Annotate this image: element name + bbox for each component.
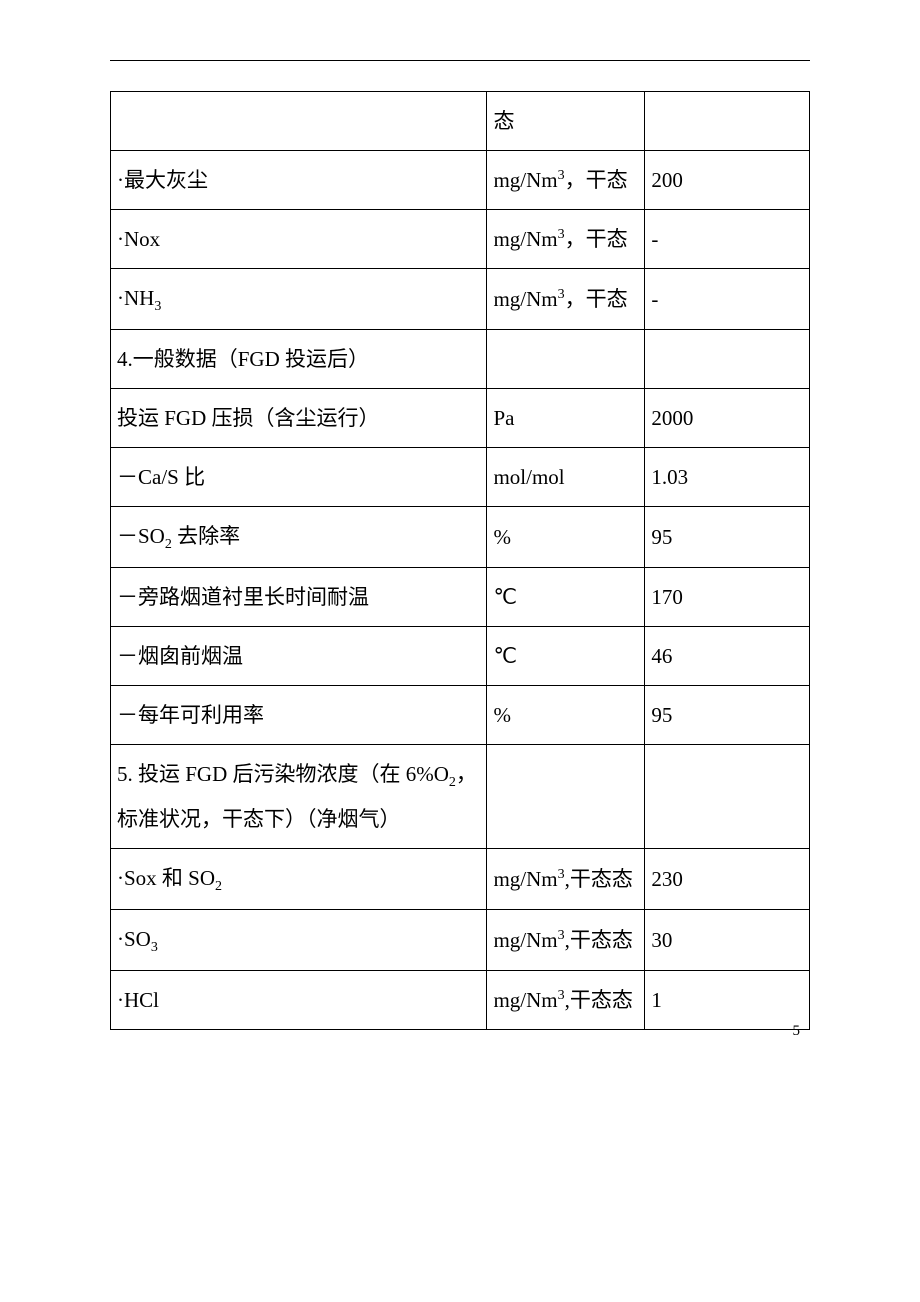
- unit-cell: mg/Nm3,干态态: [487, 848, 645, 909]
- table-row: ·SO3mg/Nm3,干态态30: [111, 909, 810, 970]
- table-body: 态·最大灰尘mg/Nm3，干态200·Noxmg/Nm3，干态-·NH3mg/N…: [111, 92, 810, 1030]
- param-cell: －SO2 去除率: [111, 507, 487, 568]
- param-cell: ·NH3: [111, 269, 487, 330]
- table-row: 态: [111, 92, 810, 151]
- param-cell: －每年可利用率: [111, 686, 487, 745]
- unit-cell: mg/Nm3,干态态: [487, 909, 645, 970]
- value-cell: -: [645, 210, 810, 269]
- table-row: －Ca/S 比mol/mol1.03: [111, 448, 810, 507]
- table-row: 5. 投运 FGD 后污染物浓度（在 6%O2，标准状况，干态下）（净烟气）: [111, 745, 810, 848]
- unit-cell: mg/Nm3，干态: [487, 151, 645, 210]
- param-cell: ·最大灰尘: [111, 151, 487, 210]
- table-row: ·最大灰尘mg/Nm3，干态200: [111, 151, 810, 210]
- value-cell: [645, 92, 810, 151]
- table-row: －每年可利用率%95: [111, 686, 810, 745]
- param-cell: ·SO3: [111, 909, 487, 970]
- table-row: ·HClmg/Nm3,干态态1: [111, 970, 810, 1029]
- table-row: 4.一般数据（FGD 投运后）: [111, 330, 810, 389]
- value-cell: 2000: [645, 389, 810, 448]
- param-cell: [111, 92, 487, 151]
- value-cell: 1.03: [645, 448, 810, 507]
- unit-cell: Pa: [487, 389, 645, 448]
- unit-cell: %: [487, 686, 645, 745]
- table-row: ·Sox 和 SO2mg/Nm3,干态态230: [111, 848, 810, 909]
- value-cell: -: [645, 269, 810, 330]
- document-page: 态·最大灰尘mg/Nm3，干态200·Noxmg/Nm3，干态-·NH3mg/N…: [0, 0, 920, 1070]
- value-cell: 200: [645, 151, 810, 210]
- header-rule: [110, 60, 810, 61]
- value-cell: 95: [645, 686, 810, 745]
- value-cell: 230: [645, 848, 810, 909]
- parameters-table: 态·最大灰尘mg/Nm3，干态200·Noxmg/Nm3，干态-·NH3mg/N…: [110, 91, 810, 1030]
- value-cell: 46: [645, 627, 810, 686]
- value-cell: 1: [645, 970, 810, 1029]
- value-cell: 95: [645, 507, 810, 568]
- unit-cell: mg/Nm3,干态态: [487, 970, 645, 1029]
- table-row: 投运 FGD 压损（含尘运行）Pa2000: [111, 389, 810, 448]
- table-row: ·NH3mg/Nm3，干态-: [111, 269, 810, 330]
- unit-cell: [487, 330, 645, 389]
- param-cell: ·Nox: [111, 210, 487, 269]
- param-cell: －旁路烟道衬里长时间耐温: [111, 568, 487, 627]
- value-cell: 170: [645, 568, 810, 627]
- unit-cell: mg/Nm3，干态: [487, 269, 645, 330]
- unit-cell: mg/Nm3，干态: [487, 210, 645, 269]
- param-cell: ·HCl: [111, 970, 487, 1029]
- param-cell: －烟囱前烟温: [111, 627, 487, 686]
- unit-cell: %: [487, 507, 645, 568]
- value-cell: [645, 745, 810, 848]
- unit-cell: [487, 745, 645, 848]
- param-cell: －Ca/S 比: [111, 448, 487, 507]
- table-row: －烟囱前烟温℃46: [111, 627, 810, 686]
- table-row: －旁路烟道衬里长时间耐温℃170: [111, 568, 810, 627]
- unit-cell: ℃: [487, 627, 645, 686]
- table-row: ·Noxmg/Nm3，干态-: [111, 210, 810, 269]
- unit-cell: 态: [487, 92, 645, 151]
- unit-cell: ℃: [487, 568, 645, 627]
- value-cell: 30: [645, 909, 810, 970]
- unit-cell: mol/mol: [487, 448, 645, 507]
- param-cell: 投运 FGD 压损（含尘运行）: [111, 389, 487, 448]
- page-number: 5: [793, 1023, 801, 1040]
- value-cell: [645, 330, 810, 389]
- table-row: －SO2 去除率%95: [111, 507, 810, 568]
- param-cell: ·Sox 和 SO2: [111, 848, 487, 909]
- param-cell: 4.一般数据（FGD 投运后）: [111, 330, 487, 389]
- param-cell: 5. 投运 FGD 后污染物浓度（在 6%O2，标准状况，干态下）（净烟气）: [111, 745, 487, 848]
